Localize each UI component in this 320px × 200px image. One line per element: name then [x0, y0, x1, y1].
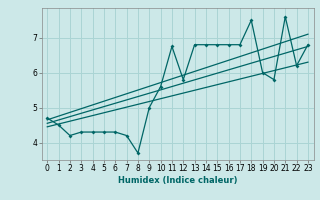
X-axis label: Humidex (Indice chaleur): Humidex (Indice chaleur) [118, 176, 237, 185]
